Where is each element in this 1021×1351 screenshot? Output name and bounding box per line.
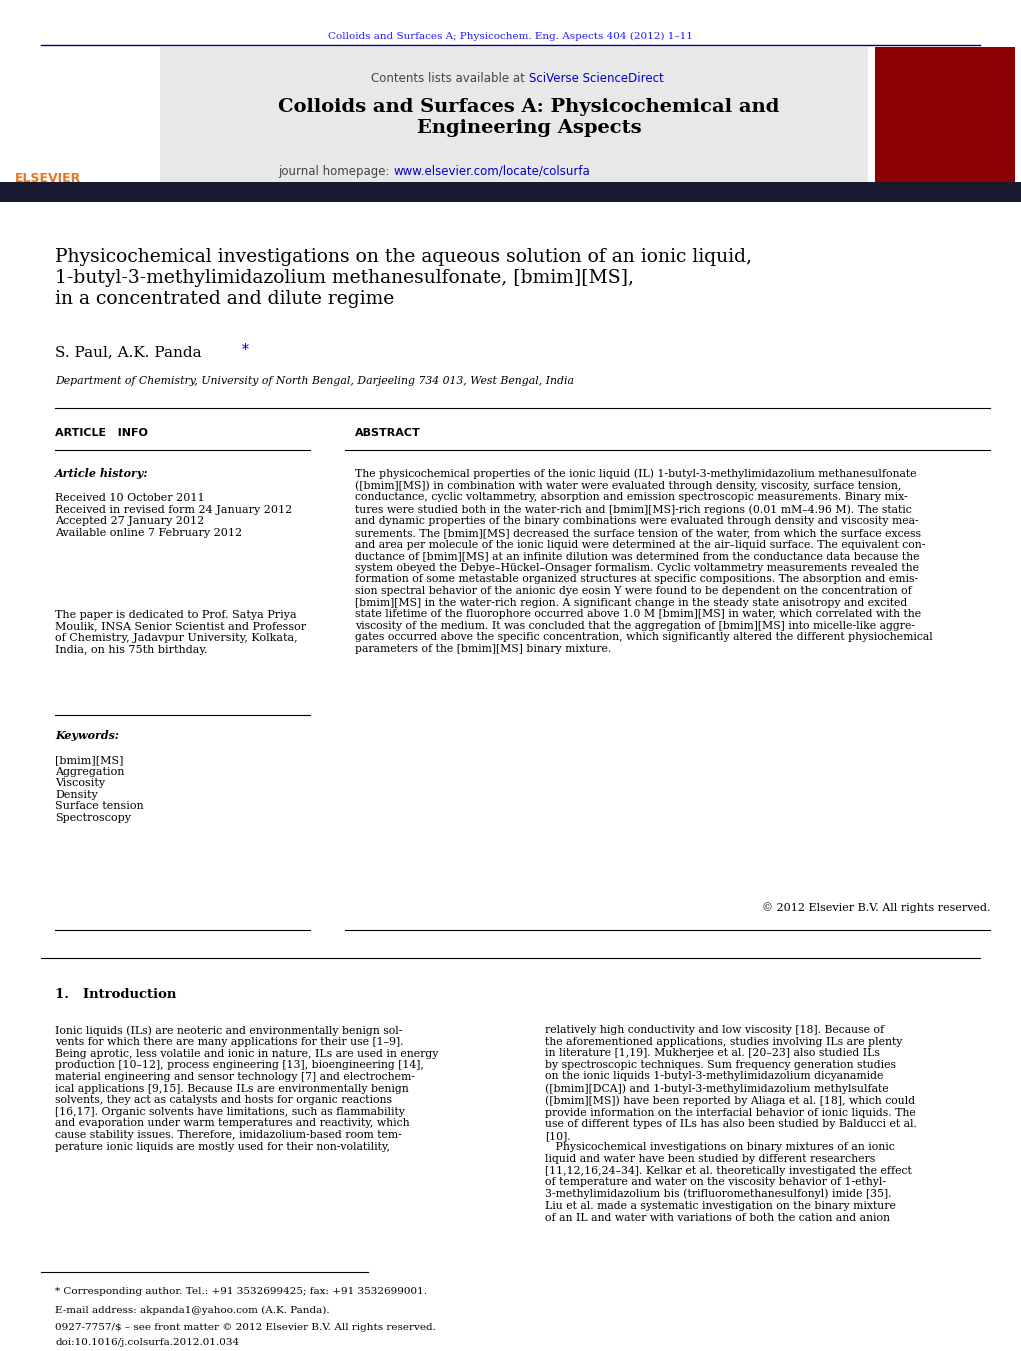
Text: doi:10.1016/j.colsurfa.2012.01.034: doi:10.1016/j.colsurfa.2012.01.034 — [55, 1337, 239, 1347]
Bar — [18, 47, 868, 182]
Text: [bmim][MS]
Aggregation
Viscosity
Density
Surface tension
Spectroscopy: [bmim][MS] Aggregation Viscosity Density… — [55, 755, 144, 823]
Text: Physicochemical investigations on the aqueous solution of an ionic liquid,
1-but: Physicochemical investigations on the aq… — [55, 249, 752, 308]
Text: Contents lists available at: Contents lists available at — [372, 72, 529, 85]
Text: S. Paul, A.K. Panda: S. Paul, A.K. Panda — [55, 345, 201, 359]
Text: ABSTRACT: ABSTRACT — [355, 428, 421, 438]
Bar — [0, 182, 1021, 203]
Text: Colloids and Surfaces A: Physicochemical and
Engineering Aspects: Colloids and Surfaces A: Physicochemical… — [278, 99, 780, 136]
Text: 1.   Introduction: 1. Introduction — [55, 988, 177, 1001]
Text: © 2012 Elsevier B.V. All rights reserved.: © 2012 Elsevier B.V. All rights reserved… — [762, 902, 990, 913]
Text: ELSEVIER: ELSEVIER — [15, 172, 82, 185]
Text: Received 10 October 2011
Received in revised form 24 January 2012
Accepted 27 Ja: Received 10 October 2011 Received in rev… — [55, 493, 292, 538]
Text: journal homepage:: journal homepage: — [278, 165, 393, 178]
Text: Article history:: Article history: — [55, 467, 148, 480]
Text: ARTICLE   INFO: ARTICLE INFO — [55, 428, 148, 438]
Text: Department of Chemistry, University of North Bengal, Darjeeling 734 013, West Be: Department of Chemistry, University of N… — [55, 376, 574, 386]
Text: * Corresponding author. Tel.: +91 3532699425; fax: +91 3532699001.: * Corresponding author. Tel.: +91 353269… — [55, 1288, 427, 1296]
Text: The physicochemical properties of the ionic liquid (IL) 1-butyl-3-methylimidazol: The physicochemical properties of the io… — [355, 467, 933, 654]
Bar — [0, 47, 160, 182]
Text: relatively high conductivity and low viscosity [18]. Because of
the aforemention: relatively high conductivity and low vis… — [545, 1025, 917, 1223]
Text: 0927-7757/$ – see front matter © 2012 Elsevier B.V. All rights reserved.: 0927-7757/$ – see front matter © 2012 El… — [55, 1323, 436, 1332]
Bar — [875, 47, 1015, 182]
Text: Keywords:: Keywords: — [55, 730, 119, 740]
Text: The paper is dedicated to Prof. Satya Priya
Moulik, INSA Senior Scientist and Pr: The paper is dedicated to Prof. Satya Pr… — [55, 611, 306, 655]
Text: Ionic liquids (ILs) are neoteric and environmentally benign sol-
vents for which: Ionic liquids (ILs) are neoteric and env… — [55, 1025, 438, 1151]
Text: SciVerse ScienceDirect: SciVerse ScienceDirect — [529, 72, 664, 85]
Text: *: * — [242, 343, 249, 357]
Text: Colloids and Surfaces A; Physicochem. Eng. Aspects 404 (2012) 1–11: Colloids and Surfaces A; Physicochem. En… — [328, 32, 693, 41]
Text: E-mail address: akpanda1@yahoo.com (A.K. Panda).: E-mail address: akpanda1@yahoo.com (A.K.… — [55, 1306, 330, 1315]
Text: www.elsevier.com/locate/colsurfa: www.elsevier.com/locate/colsurfa — [393, 165, 590, 178]
